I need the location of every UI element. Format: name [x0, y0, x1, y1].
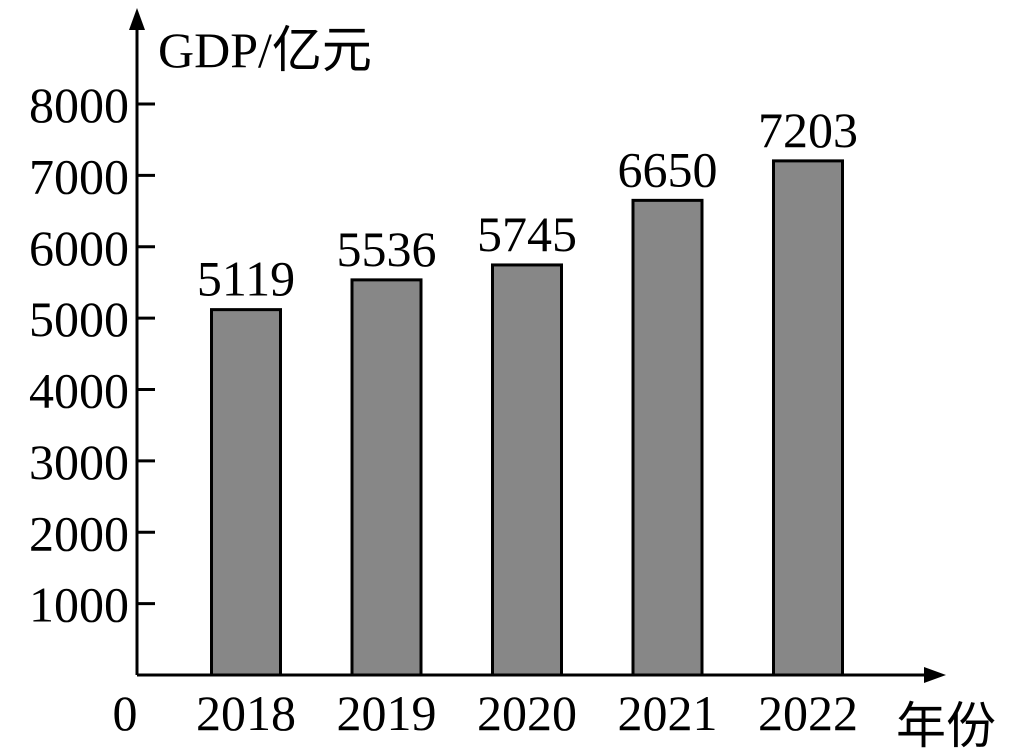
data-label: 5119: [197, 251, 295, 307]
data-label: 5745: [477, 206, 577, 262]
y-tick-label: 2000: [29, 505, 129, 561]
y-tick-label: 4000: [29, 363, 129, 419]
bars-group: [210, 159, 844, 677]
y-axis-title: GDP/亿元: [158, 22, 372, 78]
data-label: 5536: [337, 221, 437, 277]
x-tick-label: 2021: [618, 685, 718, 741]
y-tick-label: 8000: [29, 77, 129, 133]
data-label: 7203: [758, 102, 858, 158]
y-tick-label: 7000: [29, 148, 129, 204]
y-ticks-group: 1000 2000 3000 4000 5000 6000 7000 8000: [29, 77, 155, 633]
data-label: 6650: [618, 141, 718, 197]
y-tick-label: 1000: [29, 577, 129, 633]
bar-2021: [631, 198, 704, 677]
x-tick-label: 2019: [337, 685, 437, 741]
x-tick-label: 2020: [477, 685, 577, 741]
origin-label: 0: [113, 685, 138, 741]
bar-2020: [491, 263, 563, 677]
x-axis-arrow: [924, 667, 946, 683]
x-tick-label: 2018: [196, 685, 296, 741]
x-tick-labels-group: 2018 2019 2020 2021 2022: [196, 685, 858, 741]
bar-2018: [210, 308, 282, 677]
y-tick-label: 3000: [29, 434, 129, 490]
x-tick-label: 2022: [758, 685, 858, 741]
bar-2019: [350, 278, 423, 677]
y-tick-label: 6000: [29, 220, 129, 276]
bar-2022: [772, 159, 844, 677]
x-axis-title: 年份: [896, 698, 996, 754]
y-tick-label: 5000: [29, 291, 129, 347]
y-axis-arrow: [129, 8, 145, 30]
data-labels-group: 5119 5536 5745 6650 7203: [197, 102, 858, 307]
